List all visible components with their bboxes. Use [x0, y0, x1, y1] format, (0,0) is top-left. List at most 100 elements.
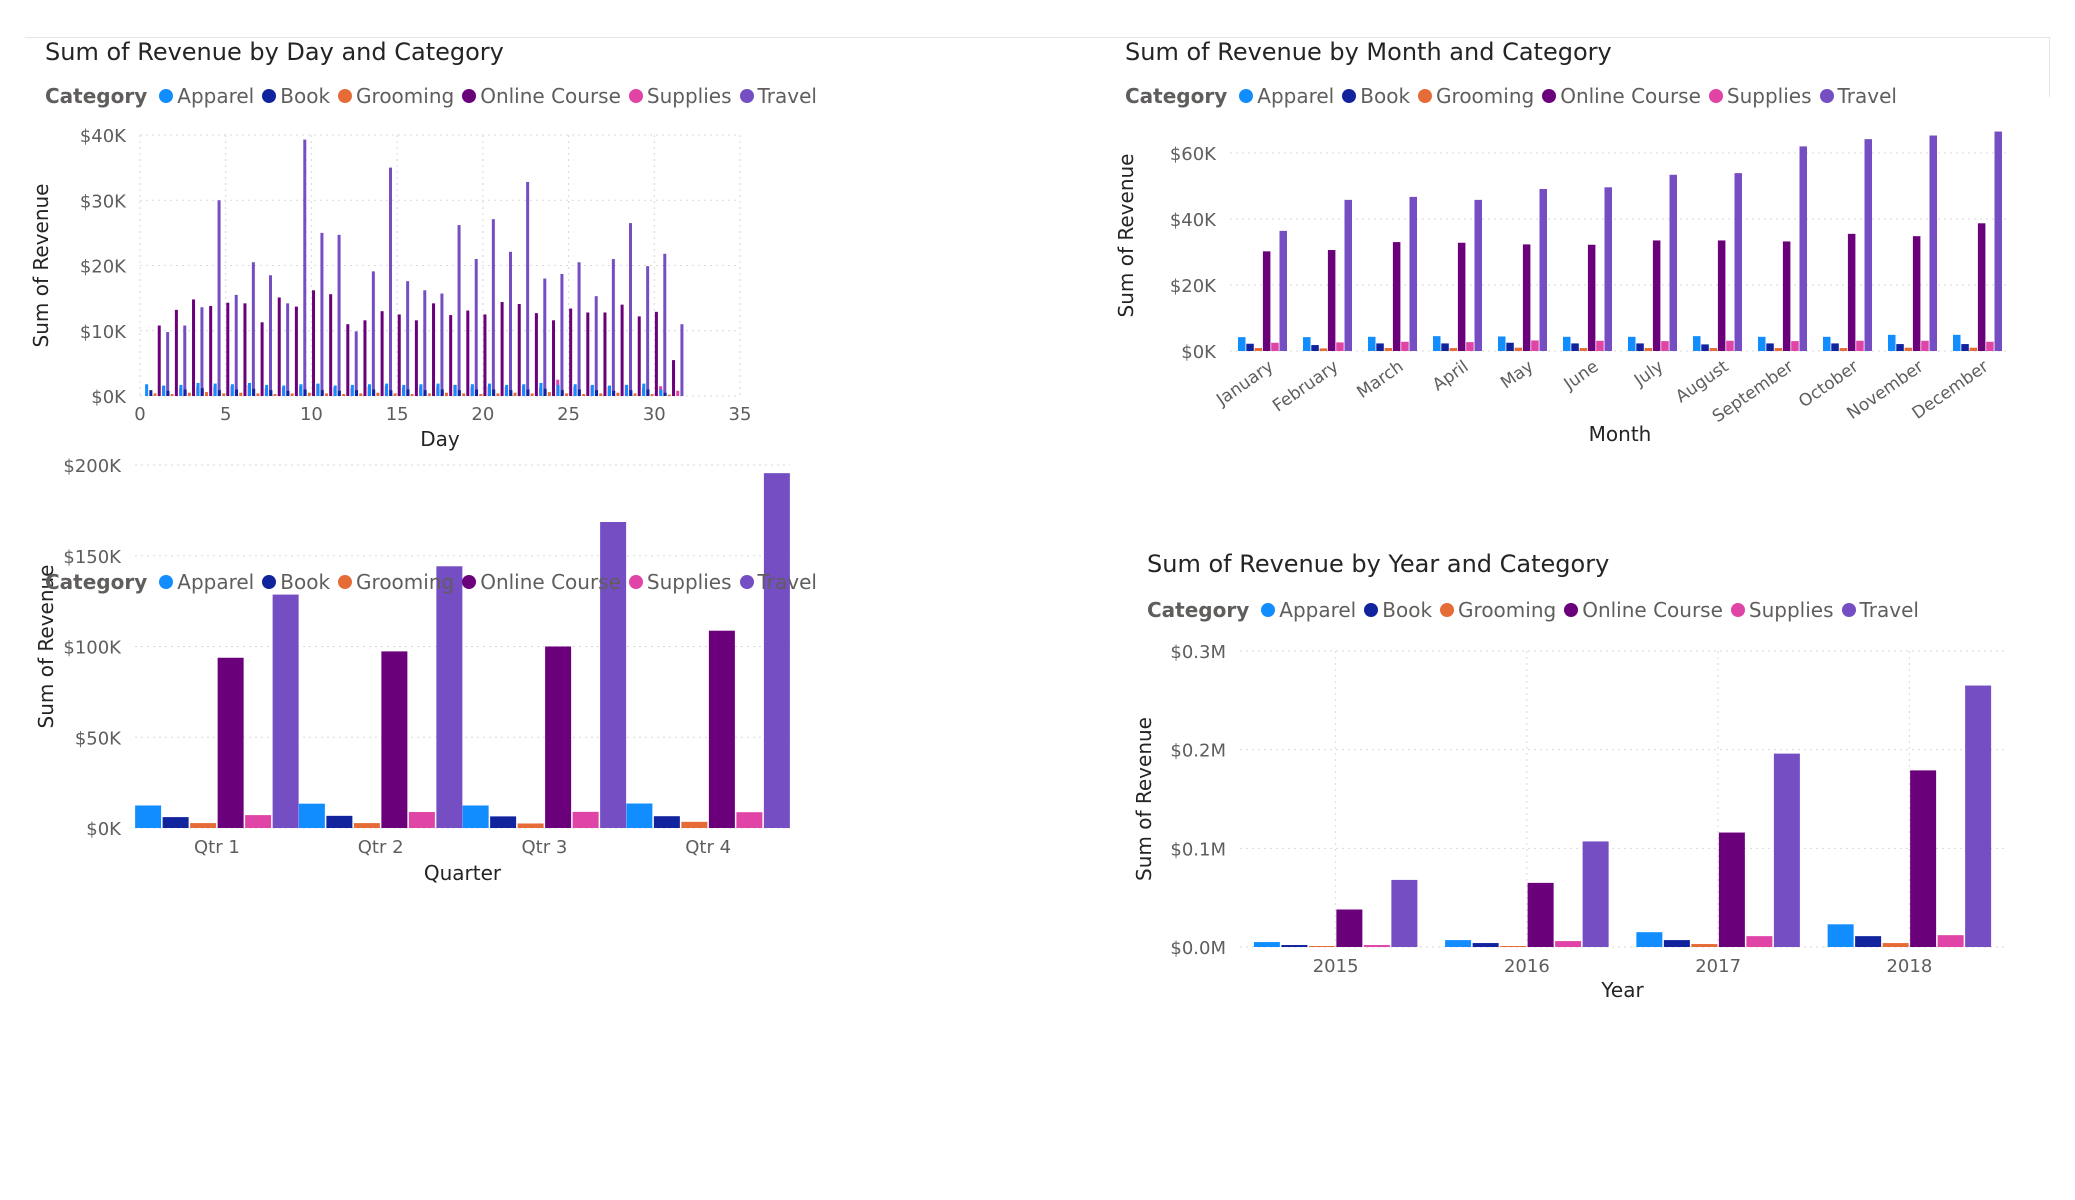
legend-dot-apparel — [159, 575, 174, 589]
bar-grooming-day-8 — [273, 394, 277, 396]
bar-apparel-day-8 — [265, 384, 269, 396]
legend-item-apparel[interactable]: Apparel — [159, 570, 254, 594]
legend-item-supplies[interactable]: Supplies — [628, 570, 732, 594]
bar-book-january — [1246, 343, 1254, 351]
bar-supplies-day-31 — [676, 390, 680, 396]
legend-item-travel[interactable]: Travel — [739, 570, 817, 594]
bar-book-day-4 — [200, 388, 204, 396]
bar-book-day-30 — [646, 389, 650, 396]
bar-online-course-day-26 — [586, 312, 590, 396]
bar-apparel-day-17 — [419, 384, 423, 396]
legend-dot-book — [262, 89, 277, 103]
bar-online-course-day-3 — [192, 299, 196, 396]
bar-apparel-day-10 — [299, 384, 303, 396]
bar-travel-day-14 — [389, 167, 392, 396]
legend-item-online-course[interactable]: Online Course — [1564, 598, 1723, 622]
legend-item-travel[interactable]: Travel — [1819, 84, 1897, 108]
bar-book-day-13 — [355, 390, 359, 396]
legend-item-online-course[interactable]: Online Course — [462, 570, 621, 594]
legend-item-book[interactable]: Book — [262, 570, 330, 594]
y-tick-label: $20K — [80, 257, 127, 278]
bar-supplies-february — [1336, 342, 1344, 351]
bar-apparel-day-25 — [556, 384, 560, 396]
legend-item-online-course[interactable]: Online Course — [1542, 84, 1701, 108]
bar-grooming-day-16 — [410, 394, 414, 396]
bar-travel-march — [1409, 196, 1417, 351]
bar-travel-qtr-1 — [272, 594, 299, 828]
bar-book-qtr-3 — [490, 816, 517, 828]
y-tick-label: $0K — [1181, 342, 1217, 363]
bar-apparel-day-18 — [436, 383, 440, 396]
legend-item-apparel[interactable]: Apparel — [159, 84, 254, 108]
legend-item-travel[interactable]: Travel — [739, 84, 817, 108]
x-tick-label: 5 — [220, 404, 231, 425]
bar-travel-december — [1994, 131, 2002, 351]
x-tick-label: 15 — [386, 404, 409, 425]
y-tick-label: $40K — [1170, 210, 1217, 231]
chart-legend-year: Category Apparel Book Grooming Online Co… — [1147, 598, 1927, 622]
bar-grooming-day-4 — [204, 392, 208, 396]
bar-book-october — [1831, 343, 1839, 351]
bar-book-day-15 — [389, 390, 393, 396]
bar-travel-day-29 — [646, 266, 650, 396]
legend-item-apparel[interactable]: Apparel — [1239, 84, 1334, 108]
bar-grooming-day-24 — [547, 392, 551, 396]
chart-legend-month: Category Apparel Book Grooming Online Co… — [1125, 84, 1905, 108]
bar-apparel-qtr-3 — [462, 805, 489, 828]
legend-item-book[interactable]: Book — [1364, 598, 1432, 622]
legend-item-book[interactable]: Book — [262, 84, 330, 108]
bar-online-course-2018 — [1910, 770, 1937, 947]
bar-supplies-may — [1531, 340, 1539, 351]
bar-grooming-day-30 — [650, 394, 654, 396]
legend-item-travel[interactable]: Travel — [1841, 598, 1919, 622]
bar-supplies-april — [1466, 342, 1474, 351]
legend-item-apparel[interactable]: Apparel — [1261, 598, 1356, 622]
bar-grooming-day-13 — [359, 393, 363, 396]
bar-online-course-day-10 — [312, 290, 316, 396]
bar-grooming-day-22 — [513, 392, 517, 396]
chart-year: $0.0M $0.1M $0.2M $0.3M 2015 2016 2017 2018 Year… — [1132, 642, 2005, 1002]
legend-label-travel: Travel — [1837, 84, 1897, 108]
chart-title-month: Sum of Revenue by Month and Category — [1125, 38, 1612, 66]
legend-item-supplies[interactable]: Supplies — [628, 84, 732, 108]
bar-supplies-january — [1271, 342, 1279, 351]
bar-apparel-day-6 — [230, 384, 234, 396]
legend-item-supplies[interactable]: Supplies — [1708, 84, 1812, 108]
bar-online-course-july — [1652, 240, 1661, 351]
legend-item-grooming[interactable]: Grooming — [1418, 84, 1534, 108]
bar-apparel-day-21 — [488, 383, 491, 396]
bar-grooming-day-29 — [633, 393, 637, 396]
chart-title-year: Sum of Revenue by Year and Category — [1147, 550, 1610, 578]
bar-online-course-day-22 — [517, 303, 521, 396]
x-axis-title: Month — [1589, 422, 1652, 446]
legend-dot-book — [1364, 603, 1379, 617]
bar-online-course-day-7 — [260, 322, 264, 396]
legend-item-supplies[interactable]: Supplies — [1730, 598, 1834, 622]
bar-travel-day-22 — [526, 181, 530, 396]
bar-apparel-qtr-4 — [626, 803, 653, 828]
bar-online-course-day-29 — [637, 316, 641, 396]
bar-supplies-qtr-2 — [408, 812, 435, 828]
bar-grooming-december — [1969, 347, 1978, 351]
bar-apparel-day-15 — [385, 383, 389, 396]
bar-grooming-2017 — [1691, 944, 1718, 947]
bar-travel-day-3 — [200, 307, 204, 396]
legend-item-grooming[interactable]: Grooming — [1440, 598, 1556, 622]
legend-dot-online-course — [1564, 603, 1579, 617]
bar-supplies-july — [1661, 341, 1669, 351]
bar-online-course-day-9 — [294, 306, 298, 396]
legend-item-grooming[interactable]: Grooming — [338, 84, 454, 108]
legend-item-online-course[interactable]: Online Course — [462, 84, 621, 108]
bar-apparel-day-29 — [625, 384, 629, 396]
legend-item-book[interactable]: Book — [1342, 84, 1410, 108]
bar-book-qtr-1 — [162, 817, 189, 828]
bar-apparel-2017 — [1636, 932, 1663, 947]
y-tick-label: $0.1M — [1170, 839, 1226, 860]
legend-item-grooming[interactable]: Grooming — [338, 570, 454, 594]
bar-grooming-day-15 — [393, 393, 397, 396]
bar-online-course-day-4 — [209, 305, 213, 396]
bar-online-course-qtr-3 — [545, 646, 572, 828]
bar-online-course-day-2 — [174, 309, 178, 396]
bar-supplies-june — [1596, 340, 1604, 351]
y-tick-label: $100K — [63, 638, 122, 659]
